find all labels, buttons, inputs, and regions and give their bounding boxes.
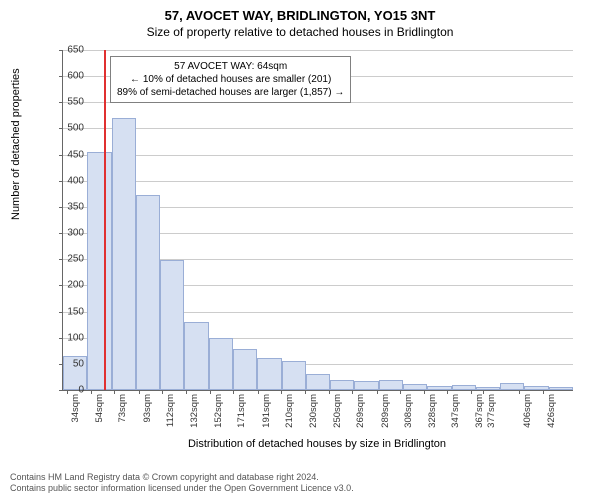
ytick-label: 50 xyxy=(44,358,84,369)
xtick-label: 191sqm xyxy=(261,394,272,428)
x-axis-label: Distribution of detached houses by size … xyxy=(62,438,572,450)
ytick-label: 500 xyxy=(44,123,84,134)
annotation-box: 57 AVOCET WAY: 64sqm ← 10% of detached h… xyxy=(110,56,351,103)
ytick-label: 100 xyxy=(44,332,84,343)
chart-container: 57, AVOCET WAY, BRIDLINGTON, YO15 3NT Si… xyxy=(0,0,600,500)
xtick-mark xyxy=(447,390,448,394)
ytick-label: 600 xyxy=(44,71,84,82)
annotation-line2: ← 10% of detached houses are smaller (20… xyxy=(117,73,344,86)
ytick-label: 350 xyxy=(44,201,84,212)
footer-line2: Contains public sector information licen… xyxy=(10,483,354,494)
xtick-mark xyxy=(305,390,306,394)
gridline xyxy=(63,50,573,51)
xtick-label: 171sqm xyxy=(236,394,247,428)
xtick-mark xyxy=(139,390,140,394)
xtick-mark xyxy=(543,390,544,394)
ytick-label: 300 xyxy=(44,228,84,239)
xtick-label: 289sqm xyxy=(380,394,391,428)
xtick-mark xyxy=(258,390,259,394)
xtick-label: 132sqm xyxy=(189,394,200,428)
xtick-mark xyxy=(471,390,472,394)
xtick-label: 152sqm xyxy=(213,394,224,428)
xtick-label: 406sqm xyxy=(522,394,533,428)
xtick-mark xyxy=(377,390,378,394)
histogram-bar xyxy=(330,380,354,390)
gridline xyxy=(63,128,573,129)
xtick-label: 93sqm xyxy=(142,394,153,423)
xtick-mark xyxy=(114,390,115,394)
xtick-label: 328sqm xyxy=(427,394,438,428)
xtick-label: 210sqm xyxy=(284,394,295,428)
xtick-label: 426sqm xyxy=(546,394,557,428)
xtick-mark xyxy=(233,390,234,394)
ytick-label: 550 xyxy=(44,97,84,108)
histogram-bar xyxy=(500,383,524,390)
y-axis-label: Number of detached properties xyxy=(10,68,22,220)
histogram-bar xyxy=(476,387,500,390)
xtick-mark xyxy=(162,390,163,394)
histogram-bar xyxy=(257,358,281,390)
chart-title: 57, AVOCET WAY, BRIDLINGTON, YO15 3NT xyxy=(0,0,600,23)
histogram-bar xyxy=(160,260,184,390)
chart-area: 57 AVOCET WAY: 64sqm ← 10% of detached h… xyxy=(62,50,572,390)
xtick-mark xyxy=(424,390,425,394)
xtick-label: 230sqm xyxy=(308,394,319,428)
xtick-mark xyxy=(91,390,92,394)
histogram-bar xyxy=(524,386,548,390)
footer: Contains HM Land Registry data © Crown c… xyxy=(10,472,354,495)
histogram-bar xyxy=(136,195,160,390)
histogram-bar xyxy=(306,374,330,390)
histogram-bar xyxy=(87,152,111,390)
xtick-label: 377sqm xyxy=(486,394,497,428)
xtick-label: 269sqm xyxy=(355,394,366,428)
xtick-label: 250sqm xyxy=(332,394,343,428)
xtick-mark xyxy=(281,390,282,394)
ytick-label: 0 xyxy=(44,385,84,396)
ytick-label: 200 xyxy=(44,280,84,291)
ytick-label: 450 xyxy=(44,149,84,160)
histogram-bar xyxy=(233,349,257,390)
histogram-bar xyxy=(112,118,136,390)
histogram-bar xyxy=(379,380,403,390)
footer-line1: Contains HM Land Registry data © Crown c… xyxy=(10,472,354,483)
xtick-label: 73sqm xyxy=(117,394,128,423)
xtick-mark xyxy=(400,390,401,394)
xtick-label: 308sqm xyxy=(403,394,414,428)
histogram-bar xyxy=(282,361,306,390)
gridline xyxy=(63,155,573,156)
histogram-bar xyxy=(354,381,378,390)
annotation-line1: 57 AVOCET WAY: 64sqm xyxy=(117,60,344,73)
ytick-label: 150 xyxy=(44,306,84,317)
chart-subtitle: Size of property relative to detached ho… xyxy=(0,23,600,43)
xtick-label: 54sqm xyxy=(94,394,105,423)
xtick-mark xyxy=(352,390,353,394)
xtick-label: 347sqm xyxy=(450,394,461,428)
reference-line xyxy=(104,50,106,390)
xtick-label: 367sqm xyxy=(474,394,485,428)
xtick-label: 112sqm xyxy=(165,394,176,427)
ytick-label: 400 xyxy=(44,175,84,186)
ytick-label: 650 xyxy=(44,45,84,56)
xtick-mark xyxy=(519,390,520,394)
histogram-bar xyxy=(184,322,208,390)
xtick-mark xyxy=(210,390,211,394)
xtick-mark xyxy=(329,390,330,394)
annotation-line3: 89% of semi-detached houses are larger (… xyxy=(117,86,344,99)
histogram-bar xyxy=(209,338,233,390)
xtick-mark xyxy=(483,390,484,394)
gridline xyxy=(63,181,573,182)
xtick-mark xyxy=(186,390,187,394)
histogram-bar xyxy=(549,387,573,390)
xtick-label: 34sqm xyxy=(70,394,81,423)
ytick-label: 250 xyxy=(44,254,84,265)
